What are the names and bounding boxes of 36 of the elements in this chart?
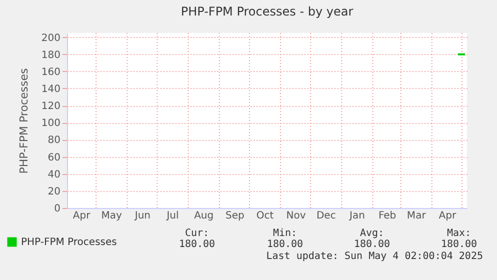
x-tick-label: Dec bbox=[316, 210, 336, 222]
text: 180.00 bbox=[178, 239, 216, 250]
x-tick-label: May bbox=[101, 210, 122, 222]
y-tick-label: 20 bbox=[48, 186, 60, 198]
x-tick-label: Oct bbox=[256, 210, 274, 222]
text: Cur: bbox=[184, 228, 210, 239]
x-tick-label: Sep bbox=[225, 210, 244, 222]
y-tick-label: 60 bbox=[48, 152, 60, 164]
chart-title: PHP-FPM Processes - by year bbox=[180, 4, 354, 18]
x-tick-label: Nov bbox=[286, 210, 306, 222]
x-tick-label: Apr bbox=[72, 210, 92, 222]
x-tick-label: Aug bbox=[194, 210, 214, 222]
y-tick-label: 200 bbox=[41, 32, 60, 44]
x-tick-label: Mar bbox=[406, 210, 427, 222]
y-tick-label: 100 bbox=[41, 118, 60, 130]
y-tick-label: 160 bbox=[41, 66, 60, 78]
y-tick-label: 40 bbox=[48, 169, 60, 180]
text: 180.00 bbox=[266, 239, 304, 250]
x-tick-label: Apr bbox=[438, 210, 457, 222]
y-tick-label: 120 bbox=[41, 101, 60, 112]
legend-label: PHP-FPM Processes bbox=[21, 237, 117, 248]
x-tick-label: Feb bbox=[378, 210, 396, 222]
y-tick-label: 180 bbox=[41, 50, 60, 61]
y-tick-label: 80 bbox=[48, 135, 60, 146]
x-tick-label: Jan bbox=[348, 210, 365, 222]
text: Avg: bbox=[360, 228, 384, 239]
y-axis-title: PHP-FPM Processes bbox=[17, 68, 30, 174]
text: Last update: Sun May 4 02:00:04 2025 bbox=[266, 251, 483, 262]
y-tick-label: 140 bbox=[41, 84, 60, 95]
y-tick-label: 0 bbox=[54, 204, 60, 214]
text: Max: bbox=[446, 228, 472, 239]
x-tick-label: Jun bbox=[134, 210, 150, 222]
text: 180.00 bbox=[354, 239, 390, 250]
x-tick-label: Jul bbox=[166, 210, 179, 222]
text: 180.00 bbox=[440, 239, 478, 250]
text: Min: bbox=[272, 228, 298, 239]
